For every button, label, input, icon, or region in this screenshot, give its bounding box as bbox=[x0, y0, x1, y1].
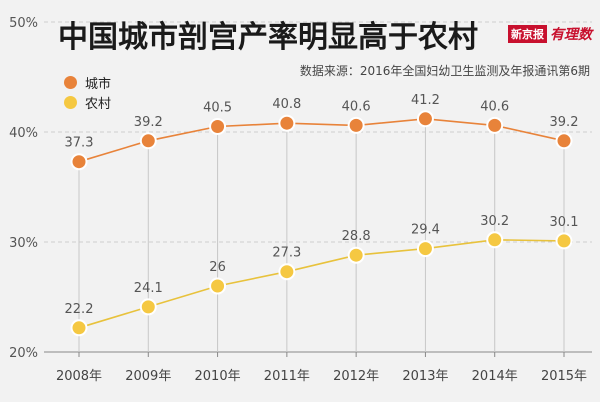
x-tick-label: 2014年 bbox=[472, 369, 518, 384]
x-tick-label: 2011年 bbox=[264, 369, 310, 384]
data-label-city: 40.6 bbox=[480, 99, 509, 114]
legend: 城市 农村 bbox=[64, 72, 111, 112]
data-label-rural: 26 bbox=[209, 260, 226, 275]
legend-label-rural: 农村 bbox=[85, 96, 112, 112]
data-point-city bbox=[347, 116, 365, 134]
data-label-city: 39.2 bbox=[550, 115, 579, 130]
x-tick-label: 2010年 bbox=[195, 369, 241, 384]
data-point-city bbox=[70, 153, 88, 171]
data-point-rural bbox=[70, 319, 88, 337]
data-label-rural: 29.4 bbox=[411, 223, 440, 238]
legend-marker-rural bbox=[64, 95, 77, 109]
data-point-rural bbox=[139, 298, 157, 316]
data-label-rural: 24.1 bbox=[134, 281, 163, 296]
brand-script: 有理数 bbox=[550, 27, 592, 43]
chart-title: 中国城市剖宫产率明显高于农村 bbox=[58, 20, 478, 55]
data-point-rural bbox=[486, 231, 504, 249]
data-point-rural bbox=[209, 277, 227, 295]
y-tick-label: 50% bbox=[9, 16, 38, 31]
data-point-city bbox=[139, 132, 157, 150]
data-label-rural: 30.1 bbox=[550, 215, 579, 230]
brand-logo: 新京报 有理数 bbox=[508, 24, 592, 44]
data-point-city bbox=[416, 110, 434, 128]
series-line-rural bbox=[78, 238, 565, 329]
data-point-city bbox=[486, 116, 504, 134]
data-label-city: 37.3 bbox=[65, 136, 94, 151]
data-label-city: 41.2 bbox=[411, 93, 440, 108]
legend-item-rural: 农村 bbox=[64, 92, 111, 112]
x-tick-label: 2008年 bbox=[56, 369, 102, 384]
legend-item-city: 城市 bbox=[64, 72, 111, 92]
x-tick-label: 2015年 bbox=[541, 369, 587, 384]
data-point-city bbox=[209, 118, 227, 135]
data-source: 数据来源：2016年全国妇幼卫生监测及年报通讯第6期 bbox=[299, 64, 590, 78]
legend-label-city: 城市 bbox=[85, 76, 112, 92]
y-tick-label: 20% bbox=[9, 346, 38, 361]
x-tick-label: 2009年 bbox=[125, 369, 171, 384]
data-point-rural bbox=[555, 232, 573, 250]
y-tick-label: 30% bbox=[9, 236, 38, 251]
data-label-city: 40.6 bbox=[342, 99, 371, 114]
data-point-rural bbox=[347, 246, 365, 264]
data-label-rural: 30.2 bbox=[480, 214, 509, 229]
series-line-city bbox=[78, 117, 565, 163]
x-tick-label: 2012年 bbox=[333, 369, 379, 384]
data-label-city: 39.2 bbox=[134, 115, 163, 130]
data-point-city bbox=[278, 114, 296, 132]
x-tick-label: 2013年 bbox=[402, 369, 448, 384]
data-point-rural bbox=[278, 263, 296, 281]
data-point-city bbox=[555, 132, 573, 150]
data-label-city: 40.8 bbox=[272, 97, 301, 112]
y-tick-label: 40% bbox=[9, 126, 38, 141]
data-label-rural: 22.2 bbox=[65, 302, 94, 317]
data-label-city: 40.5 bbox=[203, 101, 232, 116]
brand-box: 新京报 bbox=[508, 25, 547, 43]
data-point-rural bbox=[416, 240, 434, 258]
data-label-rural: 27.3 bbox=[272, 246, 301, 261]
legend-marker-city bbox=[64, 75, 77, 89]
data-label-rural: 28.8 bbox=[342, 229, 371, 244]
